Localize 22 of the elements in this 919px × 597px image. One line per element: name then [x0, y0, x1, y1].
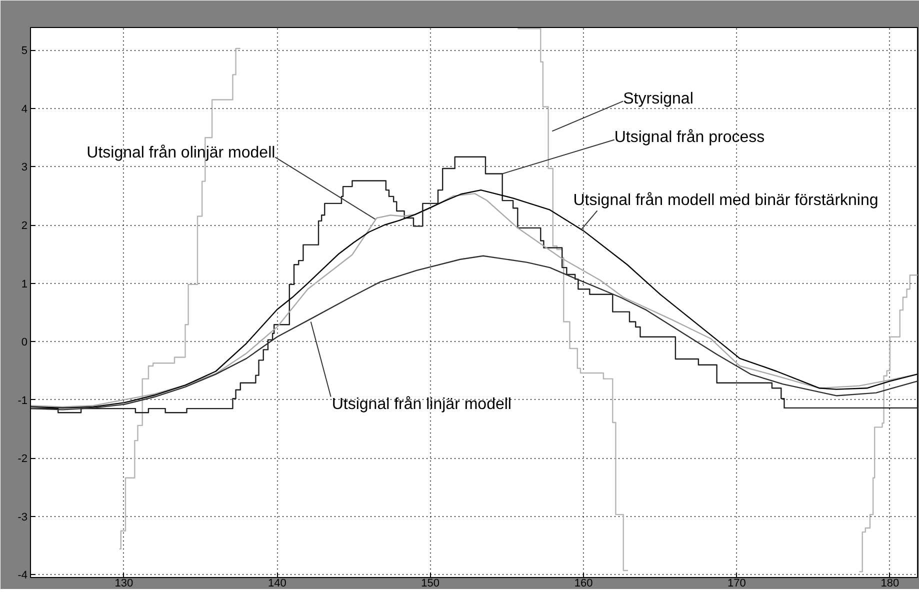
x-tick-label: 180: [880, 578, 900, 590]
annotation: Utsignal från olinjär modell: [86, 144, 276, 162]
y-tick-label: 3: [21, 162, 28, 174]
x-tick-label: 170: [728, 578, 746, 590]
x-tick-label: 130: [114, 578, 134, 590]
y-tick-label: -4: [18, 570, 28, 582]
x-tick-label: 150: [421, 578, 440, 590]
y-tick-label: 2: [21, 220, 28, 232]
y-tick-label: -2: [18, 453, 28, 466]
y-tick-label: -1: [18, 394, 28, 407]
annotation: Styrsignal: [623, 90, 694, 108]
annotation: Utsignal från linjär modell: [332, 396, 512, 414]
y-tick-label: 5: [21, 45, 28, 58]
line-series: [30, 255, 918, 410]
annotation: Utsignal från modell med binär förstärkning: [573, 192, 878, 210]
annotation: Utsignal från process: [614, 129, 765, 146]
y-tick-label: -3: [18, 511, 28, 524]
x-tick-label: 140: [268, 578, 286, 590]
x-tick-label: 160: [574, 578, 593, 590]
y-tick-label: 0: [21, 336, 28, 349]
y-tick-label: 1: [21, 278, 28, 290]
y-tick-label: 4: [21, 103, 28, 116]
